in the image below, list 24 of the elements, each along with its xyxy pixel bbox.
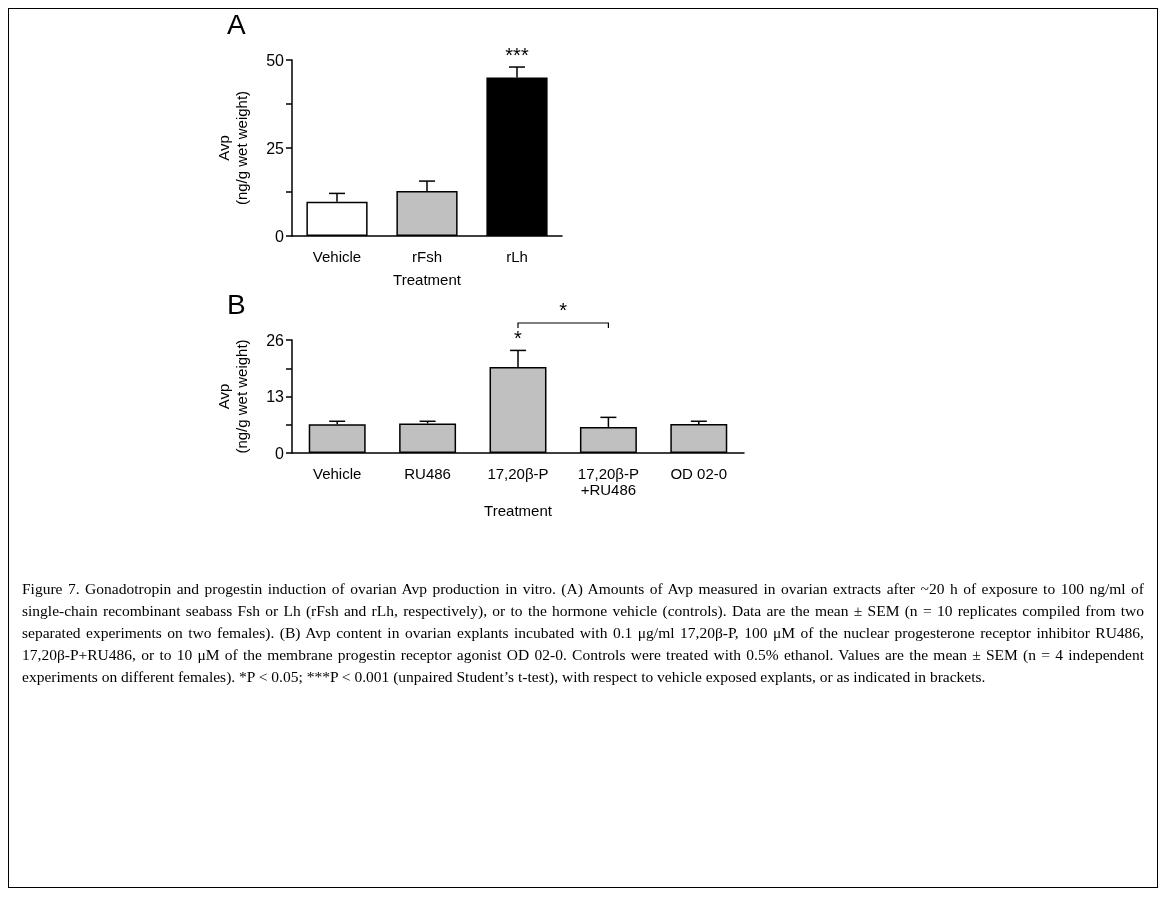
x-tick-label: rLh (506, 247, 528, 265)
x-tick-label: Vehicle (312, 247, 362, 265)
y-tick-label: 26 (266, 331, 285, 349)
x-tick-label: RU486 (404, 464, 451, 482)
caption: Figure 7. Gonadotropin and progestin induction of ovarian Avp production in vitro. (A) Amounts of Avp measured in ovarian extracts after ~20 h of exposure to 100 ng/ml of single-chain recombinant seabass Fsh or Lh (rFsh and rLh, respectively), or to the hormone vehicle (controls). Data are the mean ± SEM (n = 10 replicates compiled from two separated experiments on two females). (B) Avp content in ovarian explants incubated with 0.1 μg/ml 17,20β-P, 100 μM of the nuclear progesterone receptor inhibitor RU486, 17,20β-P+RU486, or to 10 μM of the membrane progestin receptor agonist OD 02-0. Controls were treated with 0.5% ethanol. Values are the mean ± SEM (n = 4 independent experiments on different females). *P < 0.05; ***P < 0.001 (unpaired Student’s t-test), with respect to vehicle exposed explants, or as indicated in brackets. (22, 579, 1144, 687)
x-tick-label: OD 02-0 (670, 464, 728, 482)
annotation: * (514, 327, 523, 350)
y-tick-label: 50 (266, 51, 285, 69)
x-tick-label: 17,20β-P (487, 464, 549, 482)
chart-title: B (227, 288, 246, 320)
x-axis-title: Treatment (484, 502, 553, 519)
chart-title: A (227, 8, 246, 40)
y-axis-title: Avp (ng/g wet weight) (214, 339, 250, 454)
y-tick-label: 25 (266, 139, 285, 157)
y-tick-label: 13 (266, 388, 285, 405)
y-axis-title: Avp (ng/g wet weight) (214, 90, 250, 206)
x-tick-label: rFsh (412, 247, 442, 265)
text: * (559, 299, 568, 321)
x-axis-title: Treatment (393, 271, 462, 288)
x-tick-label: Vehicle (313, 464, 362, 482)
annotation: *** (505, 44, 529, 67)
x-tick-label: 17,20β-P +RU486 (577, 464, 639, 498)
y-tick-label: 0 (275, 444, 285, 462)
y-tick-label: 0 (275, 227, 285, 245)
